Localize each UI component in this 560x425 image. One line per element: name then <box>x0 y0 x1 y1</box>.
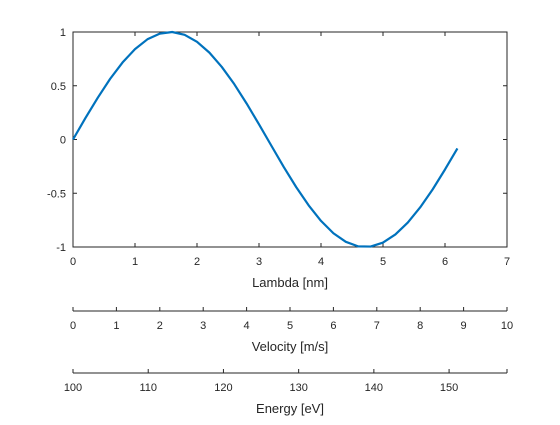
velocity-axis-tick-labels: 0 1 2 3 4 5 6 7 8 9 10 <box>70 320 513 332</box>
extra-axis-tick-label: 110 <box>139 382 157 394</box>
y-tick-label: 0.5 <box>51 81 66 93</box>
velocity-axis-label: Velocity [m/s] <box>252 339 329 354</box>
x-axis-label: Lambda [nm] <box>252 275 328 290</box>
extra-axis-tick-label: 140 <box>365 382 383 394</box>
extra-axis-tick-label: 10 <box>501 320 513 332</box>
extra-axis-tick-label: 100 <box>64 382 82 394</box>
extra-axis-tick-label: 1 <box>113 320 119 332</box>
x-tick-label: 5 <box>380 256 386 268</box>
y-tick-label: -0.5 <box>47 188 66 200</box>
extra-axis-tick-label: 5 <box>287 320 293 332</box>
extra-axis-tick-label: 3 <box>200 320 206 332</box>
x-tick-label: 0 <box>70 256 76 268</box>
x-tick-label: 3 <box>256 256 262 268</box>
y-tick-label: 1 <box>60 27 66 39</box>
y-tick-label: 0 <box>60 135 66 147</box>
extra-axis-tick-label: 9 <box>461 320 467 332</box>
velocity-axis: 0 1 2 3 4 5 6 7 8 9 10 Velocity [m/s] <box>70 307 513 354</box>
extra-axis-tick-label: 0 <box>70 320 76 332</box>
series-line <box>72 30 459 248</box>
extra-axis-tick-label: 120 <box>214 382 232 394</box>
extra-axis-tick-label: 6 <box>330 320 336 332</box>
x-tick-label: 4 <box>318 256 324 268</box>
main-axis-ticks <box>72 31 508 248</box>
x-tick-label: 2 <box>194 256 200 268</box>
y-tick-label: -1 <box>56 242 66 254</box>
energy-axis-tick-labels: 100 110 120 130 140 150 <box>64 382 458 394</box>
velocity-axis-ticks <box>72 307 508 312</box>
main-axis-tick-labels: 0 1 2 3 4 5 6 7 -1 -0.5 0 0.5 1 <box>47 27 510 268</box>
x-tick-label: 1 <box>132 256 138 268</box>
extra-axis-tick-label: 4 <box>244 320 250 332</box>
energy-axis-label: Energy [eV] <box>256 401 324 416</box>
energy-axis-ticks <box>72 369 508 374</box>
x-tick-label: 7 <box>504 256 510 268</box>
extra-axis-tick-label: 8 <box>417 320 423 332</box>
x-tick-label: 6 <box>442 256 448 268</box>
main-axes: 0 1 2 3 4 5 6 7 -1 -0.5 0 0.5 1 Lambda [nm] <box>47 27 510 290</box>
plot-area-box <box>72 31 508 248</box>
energy-axis: 100 110 120 130 140 150 Energy [eV] <box>64 369 508 416</box>
extra-axis-tick-label: 150 <box>440 382 458 394</box>
extra-axis-tick-label: 7 <box>374 320 380 332</box>
extra-axis-tick-label: 2 <box>157 320 163 332</box>
extra-axis-tick-label: 130 <box>289 382 307 394</box>
